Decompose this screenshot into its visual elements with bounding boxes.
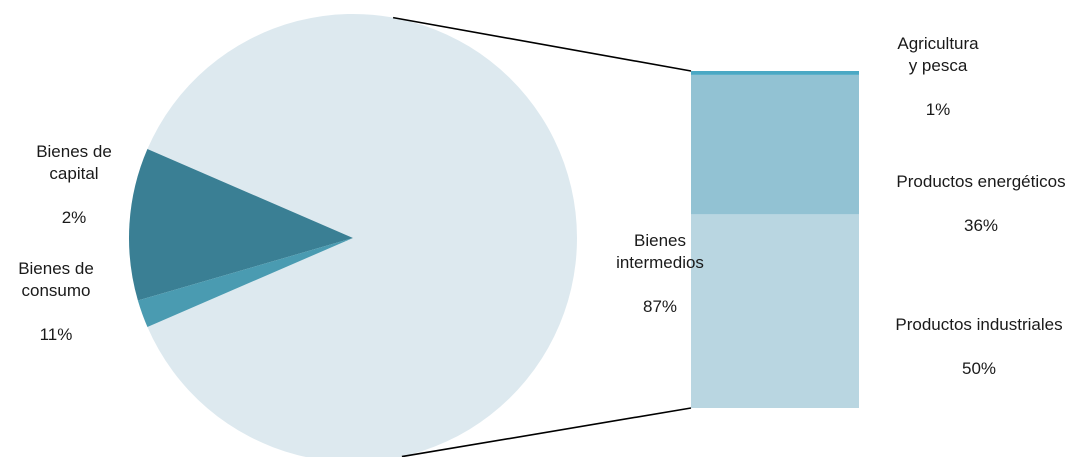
label-agricultura-y-pesca-name: Agricultura y pesca bbox=[897, 34, 979, 75]
pie-slice-bienes-de-capital bbox=[137, 238, 353, 327]
label-productos-industriales: Productos industriales 50% bbox=[868, 292, 1090, 380]
label-bienes-de-consumo: Bienes de consumo 11% bbox=[0, 236, 112, 346]
label-productos-industriales-pct: 50% bbox=[961, 359, 997, 378]
pie-slice-bienes-intermedios bbox=[147, 14, 577, 457]
connector-line-top bbox=[392, 16, 692, 72]
label-bienes-de-capital-name: Bienes de capital bbox=[36, 142, 112, 183]
label-productos-industriales-name: Productos industriales bbox=[895, 315, 1063, 334]
label-agricultura-y-pesca: Agricultura y pesca 1% bbox=[868, 11, 1008, 121]
label-agricultura-y-pesca-pct: 1% bbox=[925, 100, 951, 119]
label-bienes-intermedios-pct: 87% bbox=[642, 297, 678, 316]
label-bienes-de-capital: Bienes de capital 2% bbox=[0, 119, 148, 229]
pie-slice-bienes-de-consumo bbox=[128, 149, 353, 301]
bar-segment-productos-industriales bbox=[691, 214, 859, 408]
label-productos-energeticos: Productos energéticos 36% bbox=[870, 149, 1092, 237]
label-bienes-intermedios-name: Bienes intermedios bbox=[616, 231, 704, 272]
label-bienes-de-consumo-pct: 11% bbox=[39, 325, 73, 344]
bar-segment-agricultura-y-pesca bbox=[691, 71, 859, 75]
bar-segment-productos-energeticos bbox=[691, 74, 859, 215]
label-bienes-de-consumo-name: Bienes de consumo bbox=[18, 259, 94, 300]
label-productos-energeticos-pct: 36% bbox=[963, 216, 999, 235]
label-bienes-de-capital-pct: 2% bbox=[61, 208, 87, 227]
label-bienes-intermedios: Bienes intermedios 87% bbox=[560, 208, 760, 318]
connector-line-bottom bbox=[401, 407, 692, 457]
label-productos-energeticos-name: Productos energéticos bbox=[896, 172, 1066, 191]
